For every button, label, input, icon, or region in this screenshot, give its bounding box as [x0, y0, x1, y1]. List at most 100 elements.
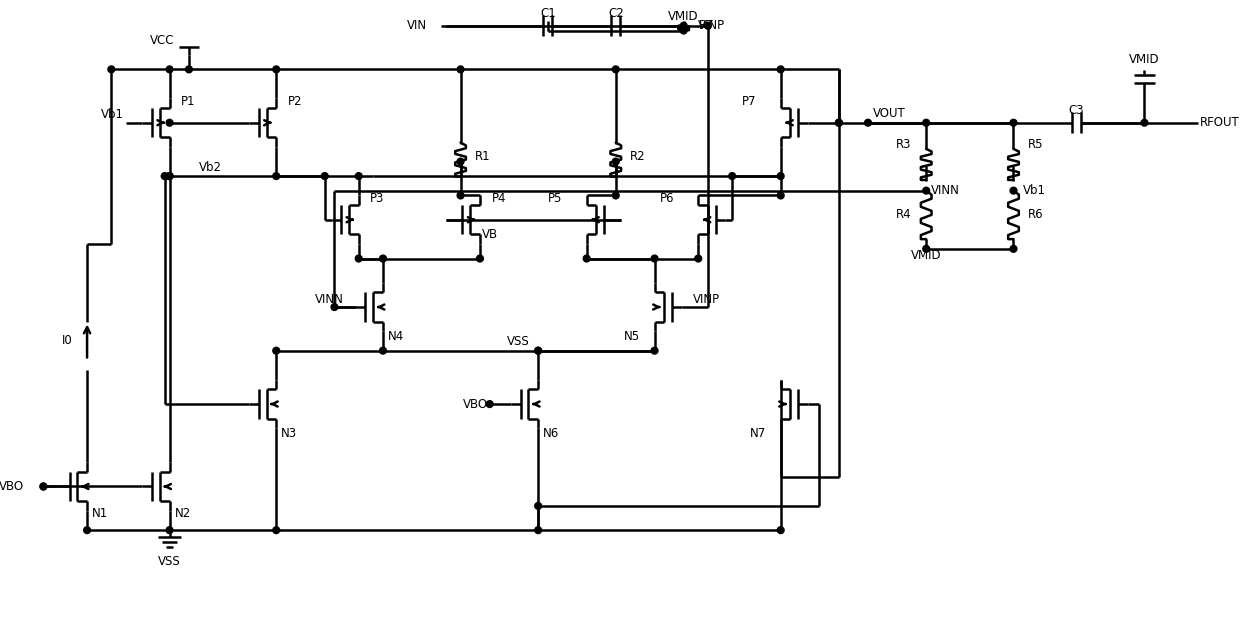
- Text: N1: N1: [92, 507, 108, 520]
- Circle shape: [923, 119, 930, 126]
- Text: VMID: VMID: [911, 249, 941, 262]
- Text: RFOUT: RFOUT: [1200, 116, 1240, 129]
- Circle shape: [694, 255, 702, 262]
- Text: R6: R6: [1028, 209, 1044, 222]
- Text: VMID: VMID: [668, 9, 699, 22]
- Circle shape: [40, 483, 47, 490]
- Text: R3: R3: [897, 138, 911, 151]
- Circle shape: [729, 173, 735, 180]
- Circle shape: [534, 347, 542, 354]
- Text: N2: N2: [175, 507, 191, 520]
- Text: P6: P6: [660, 192, 675, 205]
- Circle shape: [273, 173, 280, 180]
- Text: P2: P2: [288, 95, 303, 108]
- Text: N3: N3: [281, 426, 298, 439]
- Text: N7: N7: [750, 426, 766, 439]
- Circle shape: [836, 119, 842, 126]
- Circle shape: [166, 173, 172, 180]
- Circle shape: [356, 255, 362, 262]
- Circle shape: [166, 66, 172, 73]
- Circle shape: [273, 347, 280, 354]
- Text: P4: P4: [491, 192, 506, 205]
- Circle shape: [166, 527, 172, 534]
- Text: VB: VB: [481, 228, 497, 241]
- Text: VSS: VSS: [507, 335, 531, 348]
- Circle shape: [613, 158, 619, 165]
- Circle shape: [777, 66, 784, 73]
- Circle shape: [273, 527, 280, 534]
- Circle shape: [534, 503, 542, 509]
- Circle shape: [613, 192, 619, 199]
- Circle shape: [108, 66, 115, 73]
- Circle shape: [166, 173, 172, 180]
- Circle shape: [777, 192, 784, 199]
- Circle shape: [651, 347, 658, 354]
- Circle shape: [777, 527, 784, 534]
- Text: Vb1: Vb1: [1023, 184, 1047, 197]
- Text: VBO: VBO: [463, 397, 487, 410]
- Circle shape: [458, 66, 464, 73]
- Circle shape: [864, 119, 872, 126]
- Text: VBO: VBO: [0, 480, 24, 493]
- Text: R4: R4: [897, 209, 911, 222]
- Text: N5: N5: [624, 330, 640, 343]
- Circle shape: [186, 66, 192, 73]
- Circle shape: [458, 158, 464, 165]
- Circle shape: [486, 400, 494, 407]
- Circle shape: [161, 173, 169, 180]
- Text: N6: N6: [543, 426, 559, 439]
- Text: P5: P5: [548, 192, 563, 205]
- Text: P3: P3: [371, 192, 384, 205]
- Circle shape: [1011, 187, 1017, 194]
- Circle shape: [83, 527, 91, 534]
- Circle shape: [379, 255, 387, 262]
- Text: VMID: VMID: [1130, 53, 1159, 66]
- Text: VOUT: VOUT: [873, 106, 905, 119]
- Text: VINN: VINN: [931, 184, 960, 197]
- Text: VINP: VINP: [698, 19, 725, 32]
- Circle shape: [534, 347, 542, 354]
- Circle shape: [923, 245, 930, 252]
- Circle shape: [273, 66, 280, 73]
- Circle shape: [534, 527, 542, 534]
- Text: VINP: VINP: [693, 293, 720, 306]
- Circle shape: [681, 22, 687, 29]
- Text: C1: C1: [539, 7, 556, 20]
- Text: P1: P1: [181, 95, 196, 108]
- Text: R7: R7: [699, 19, 714, 32]
- Circle shape: [923, 187, 930, 194]
- Text: I0: I0: [62, 334, 72, 347]
- Circle shape: [1011, 119, 1017, 126]
- Text: Vb1: Vb1: [100, 108, 124, 121]
- Circle shape: [777, 173, 784, 180]
- Text: N4: N4: [388, 330, 404, 343]
- Text: Vb2: Vb2: [198, 161, 222, 174]
- Circle shape: [166, 173, 172, 180]
- Circle shape: [166, 119, 172, 126]
- Circle shape: [379, 347, 387, 354]
- Circle shape: [613, 66, 619, 73]
- Text: P7: P7: [742, 95, 756, 108]
- Text: VSS: VSS: [159, 555, 181, 568]
- Text: R1: R1: [475, 150, 491, 163]
- Text: VIN: VIN: [407, 19, 427, 32]
- Circle shape: [458, 192, 464, 199]
- Circle shape: [1141, 119, 1148, 126]
- Circle shape: [331, 304, 337, 310]
- Text: C3: C3: [1069, 103, 1084, 116]
- Circle shape: [321, 173, 329, 180]
- Circle shape: [836, 119, 842, 126]
- Circle shape: [583, 255, 590, 262]
- Circle shape: [476, 255, 484, 262]
- Text: C2: C2: [608, 7, 624, 20]
- Circle shape: [1011, 245, 1017, 252]
- Text: R2: R2: [630, 150, 646, 163]
- Circle shape: [356, 173, 362, 180]
- Text: VCC: VCC: [150, 34, 175, 47]
- Text: VINN: VINN: [315, 293, 345, 306]
- Circle shape: [704, 22, 712, 29]
- Circle shape: [40, 483, 47, 490]
- Circle shape: [651, 255, 658, 262]
- Circle shape: [681, 27, 687, 34]
- Text: R5: R5: [1028, 138, 1044, 151]
